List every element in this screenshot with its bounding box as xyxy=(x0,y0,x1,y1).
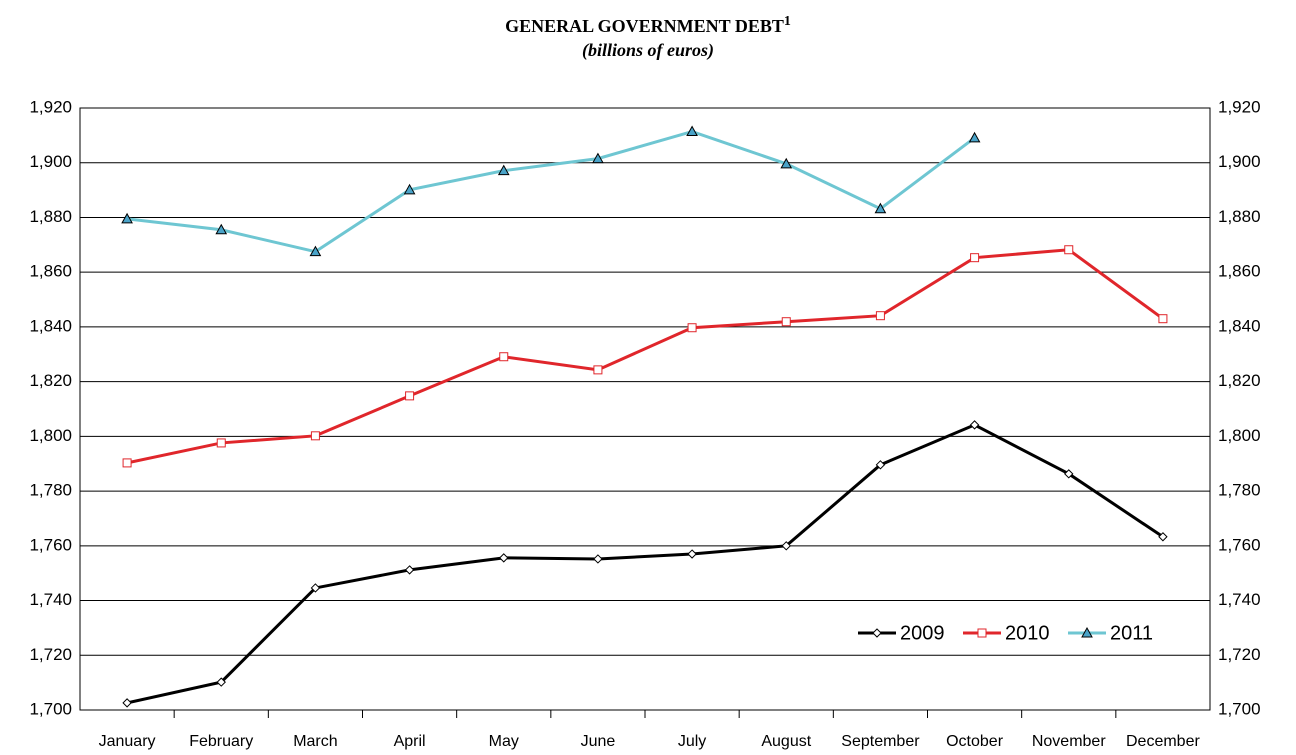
y2-tick-label: 1,920 xyxy=(1218,97,1261,116)
marker xyxy=(499,352,509,362)
marker xyxy=(215,223,228,235)
y-tick-label: 1,720 xyxy=(29,645,72,664)
y2-tick-label: 1,720 xyxy=(1218,645,1261,664)
y-tick-label: 1,880 xyxy=(29,207,72,226)
marker xyxy=(404,565,415,575)
marker xyxy=(687,323,697,333)
chart-subtitle: (billions of euros) xyxy=(582,40,714,61)
marker xyxy=(874,202,887,214)
legend-label: 2009 xyxy=(900,622,945,644)
marker xyxy=(969,420,980,430)
y2-tick-label: 1,700 xyxy=(1218,699,1261,718)
x-tick-label: February xyxy=(189,733,253,750)
x-tick-label: August xyxy=(761,733,811,750)
x-tick-label: November xyxy=(1032,733,1106,750)
x-tick-label: April xyxy=(394,733,426,750)
marker xyxy=(593,554,603,564)
marker xyxy=(1081,626,1093,638)
legend-label: 2010 xyxy=(1005,622,1050,644)
x-tick-label: May xyxy=(489,733,519,750)
marker xyxy=(122,698,132,708)
y-tick-label: 1,820 xyxy=(29,371,72,390)
title-note: 1 xyxy=(784,14,791,29)
y-tick-label: 1,780 xyxy=(29,481,72,500)
y2-tick-label: 1,760 xyxy=(1218,535,1261,554)
y-tick-label: 1,920 xyxy=(29,97,72,116)
legend-label: 2011 xyxy=(1110,622,1153,644)
y2-tick-label: 1,880 xyxy=(1218,207,1261,226)
y-tick-label: 1,840 xyxy=(29,316,72,335)
marker xyxy=(121,212,133,224)
y-tick-label: 1,860 xyxy=(29,262,72,281)
series-line xyxy=(126,129,976,254)
marker xyxy=(592,152,604,164)
marker xyxy=(1158,314,1168,324)
y2-tick-label: 1,780 xyxy=(1218,481,1261,500)
y2-tick-label: 1,840 xyxy=(1218,316,1261,335)
marker xyxy=(686,125,698,137)
marker xyxy=(593,365,603,375)
chart-title: GENERAL GOVERNMENT DEBT1 xyxy=(505,14,791,36)
x-tick-label: July xyxy=(678,733,706,750)
y2-tick-label: 1,900 xyxy=(1218,152,1261,171)
y-tick-label: 1,900 xyxy=(29,152,72,171)
marker xyxy=(405,391,415,401)
y2-tick-label: 1,800 xyxy=(1218,426,1261,445)
y2-tick-label: 1,820 xyxy=(1218,371,1261,390)
y-tick-label: 1,740 xyxy=(29,590,72,609)
marker xyxy=(122,458,132,468)
plot-frame xyxy=(79,107,1211,711)
series-line xyxy=(126,423,1164,705)
marker xyxy=(875,460,886,470)
x-tick-label: March xyxy=(293,733,337,750)
marker xyxy=(216,677,226,687)
y-tick-label: 1,700 xyxy=(29,699,72,718)
marker xyxy=(970,253,980,263)
marker xyxy=(687,549,697,559)
y2-tick-label: 1,740 xyxy=(1218,590,1261,609)
series-line xyxy=(126,248,1164,465)
x-tick-label: June xyxy=(581,733,616,750)
marker xyxy=(1064,469,1074,479)
marker xyxy=(977,628,987,638)
marker xyxy=(1064,245,1074,255)
marker xyxy=(310,431,320,441)
marker xyxy=(872,628,882,638)
x-tick-label: December xyxy=(1126,733,1200,750)
x-tick-label: October xyxy=(946,733,1004,750)
marker xyxy=(875,311,885,321)
marker xyxy=(781,541,791,551)
marker xyxy=(780,157,793,169)
y-tick-label: 1,800 xyxy=(29,426,72,445)
marker xyxy=(499,553,509,563)
marker xyxy=(310,583,321,593)
marker xyxy=(968,131,981,143)
marker xyxy=(781,317,791,327)
marker xyxy=(309,245,322,257)
y2-tick-label: 1,860 xyxy=(1218,262,1261,281)
marker xyxy=(403,183,416,195)
x-tick-label: January xyxy=(99,733,156,750)
marker xyxy=(216,438,226,448)
marker xyxy=(497,164,510,176)
x-tick-label: September xyxy=(841,733,920,750)
title-text: GENERAL GOVERNMENT DEBT xyxy=(505,16,784,36)
y-tick-label: 1,760 xyxy=(29,535,72,554)
marker xyxy=(1158,532,1168,542)
